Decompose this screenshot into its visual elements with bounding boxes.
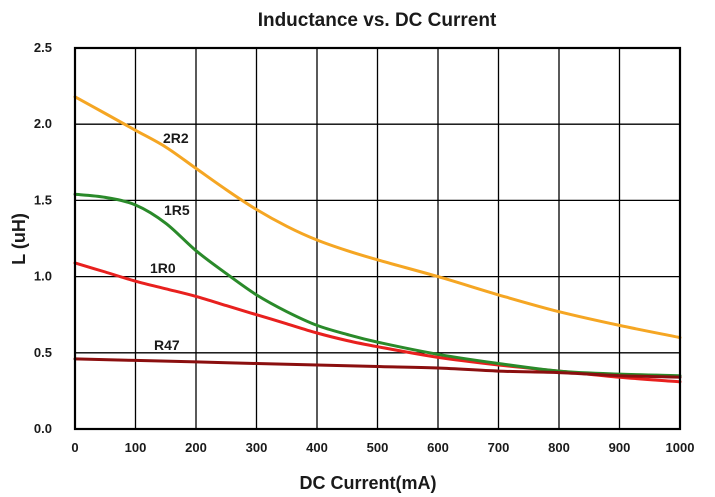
series-label-r47: R47 bbox=[154, 337, 180, 353]
x-tick-label: 1000 bbox=[666, 440, 695, 455]
x-tick-label: 800 bbox=[548, 440, 570, 455]
series-line-1r5 bbox=[73, 192, 682, 378]
x-tick-label: 500 bbox=[367, 440, 389, 455]
plot-frame bbox=[73, 46, 682, 431]
y-tick-label: 2.0 bbox=[34, 116, 52, 131]
y-tick-label: 0.5 bbox=[34, 345, 52, 360]
x-tick-label: 300 bbox=[246, 440, 268, 455]
chart-title: Inductance vs. DC Current bbox=[258, 10, 497, 31]
x-tick-label: 0 bbox=[71, 440, 78, 455]
x-tick-label: 900 bbox=[609, 440, 631, 455]
series-label-2r2: 2R2 bbox=[163, 130, 189, 146]
series-line-r47 bbox=[73, 357, 682, 379]
x-axis-label: DC Current(mA) bbox=[300, 473, 437, 493]
series-label-1r5: 1R5 bbox=[164, 202, 190, 218]
x-tick-label: 100 bbox=[125, 440, 147, 455]
y-tick-label: 1.0 bbox=[34, 269, 52, 284]
tick-labels: 0 100 200 300 400 500 600 700 800 900 1000 0.0 0.5 1.… bbox=[34, 40, 695, 455]
y-tick-label: 0.0 bbox=[34, 421, 52, 436]
x-tick-label: 600 bbox=[427, 440, 449, 455]
x-tick-label: 700 bbox=[488, 440, 510, 455]
series-lines bbox=[73, 95, 682, 384]
series-label-1r0: 1R0 bbox=[150, 260, 176, 276]
x-tick-label: 200 bbox=[185, 440, 207, 455]
y-axis-label: L (uH) bbox=[9, 213, 29, 265]
x-tick-label: 400 bbox=[306, 440, 328, 455]
y-tick-label: 2.5 bbox=[34, 40, 52, 55]
series-line-2r2 bbox=[73, 95, 682, 340]
y-tick-label: 1.5 bbox=[34, 192, 52, 207]
series-labels: 2R2 1R0 1R5 R47 bbox=[150, 130, 190, 353]
